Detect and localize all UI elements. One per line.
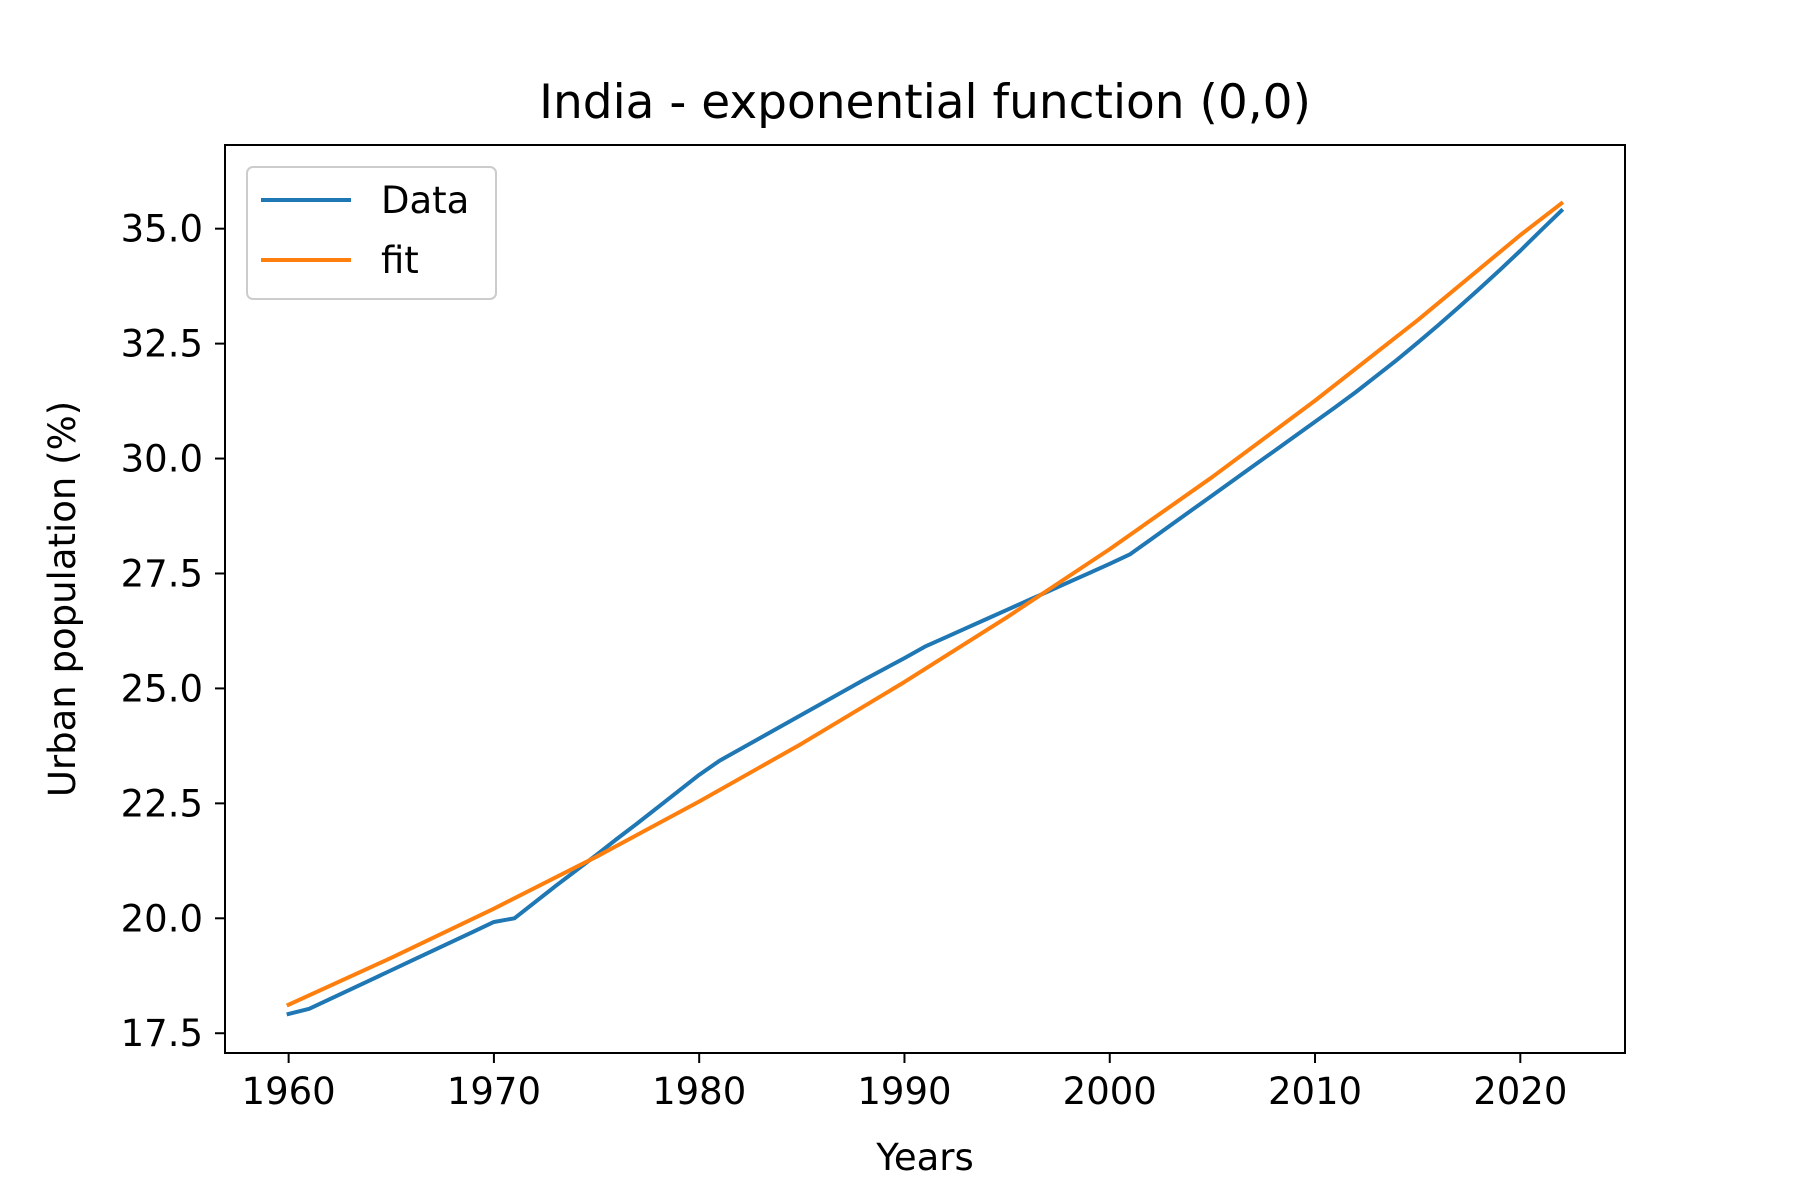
x-tick-label: 1960 (242, 1070, 336, 1113)
y-tick-label: 17.5 (121, 1012, 203, 1055)
y-axis: 17.5 20.0 22.5 25.0 27.5 30.0 32.5 35.0 (121, 208, 225, 1055)
x-tick-label: 1990 (857, 1070, 951, 1113)
series-layer (285, 200, 1565, 1017)
series-line-data (286, 207, 1565, 1017)
chart-title: India - exponential function (0,0) (539, 75, 1311, 130)
y-tick-label: 25.0 (121, 667, 203, 710)
legend-label-data: Data (381, 179, 469, 222)
x-tick-label: 2020 (1473, 1070, 1567, 1113)
series-line-fit (285, 200, 1565, 1008)
x-tick-label: 1980 (652, 1070, 746, 1113)
legend: Data fit (246, 166, 497, 300)
y-tick-label: 30.0 (121, 438, 203, 481)
plot-frame (224, 144, 1626, 1054)
x-tick-label: 1970 (447, 1070, 541, 1113)
y-tick-label: 32.5 (121, 323, 203, 366)
x-axis: 1960 1970 1980 1990 2000 2010 2020 (242, 1053, 1567, 1113)
y-tick-label: 20.0 (121, 897, 203, 940)
y-tick-label: 22.5 (121, 782, 203, 825)
x-tick-label: 2000 (1063, 1070, 1157, 1113)
legend-label-fit: fit (381, 239, 419, 282)
x-axis-label: Years (875, 1136, 974, 1179)
x-tick-label: 2010 (1268, 1070, 1362, 1113)
y-tick-label: 35.0 (121, 208, 203, 251)
y-axis-label: Urban population (%) (41, 401, 84, 797)
y-tick-label: 27.5 (121, 552, 203, 595)
